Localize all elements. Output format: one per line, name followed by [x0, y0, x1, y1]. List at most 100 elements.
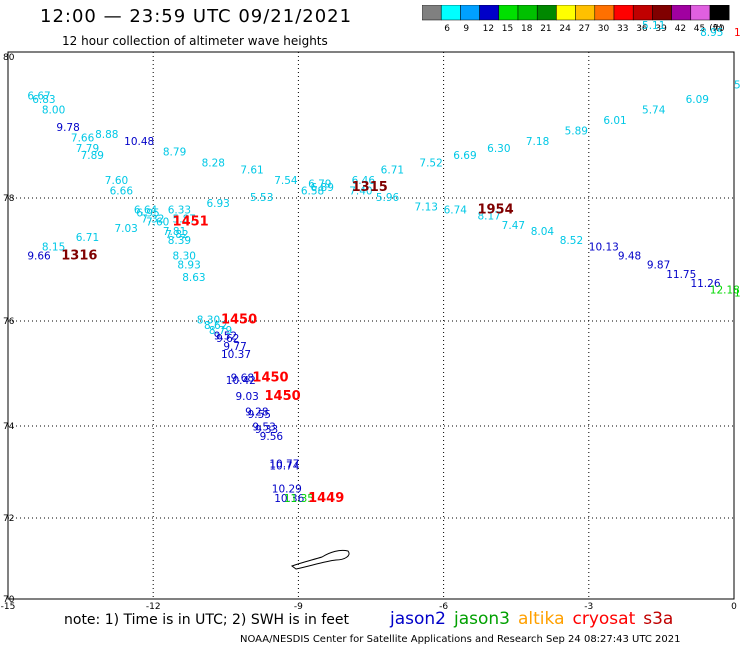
colorbar-tick-label: 15: [502, 24, 513, 34]
wave-height-label: 6.46: [352, 175, 376, 187]
colorbar-tick-label: 9: [463, 24, 469, 34]
wave-height-label: 10.74: [269, 461, 299, 473]
wave-height-label: 6.30: [487, 143, 510, 155]
wave-height-label: 9.78: [56, 122, 79, 134]
wave-height-label: 11.35: [284, 493, 314, 505]
wave-height-label: 6.71: [76, 232, 99, 244]
wave-height-label: 9.87: [647, 260, 670, 272]
wave-height-label: 6.89: [311, 182, 334, 194]
wave-height-label: 10.36: [274, 493, 304, 505]
colorbar-swatch: [632, 5, 653, 21]
colorbar-tick-label: 18: [521, 24, 533, 34]
colorbar-swatch: [479, 5, 500, 21]
wave-height-label: 8.88: [95, 129, 118, 141]
wave-height-label: 8.30: [197, 315, 220, 327]
wave-height-label: 7.61: [240, 164, 263, 176]
colorbar-tick-label: 70: [713, 24, 725, 34]
wave-height-label: 6.74: [444, 204, 468, 216]
wave-height-label: 12: [734, 287, 740, 299]
wave-height-label: 10.29: [272, 484, 302, 496]
pass-time-label: 1954: [477, 202, 513, 217]
wave-height-label: 5: [734, 80, 740, 92]
wave-height-label: 5.87: [173, 214, 196, 226]
y-tick-label: 76: [3, 317, 15, 327]
colorbar-tick-label: 24: [559, 24, 571, 34]
wave-height-label: 11.26: [690, 278, 720, 290]
colorbar-swatch: [709, 5, 730, 21]
satellite-legend: jason2 jason3 altika cryosat s3a: [390, 609, 681, 629]
wave-height-label: 7.03: [114, 223, 137, 235]
colorbar-tick-label: 21: [540, 24, 551, 34]
pass-time-label: 1451: [173, 215, 209, 230]
wave-height-label: 9.66: [27, 251, 51, 263]
wave-height-label: 9.03: [235, 391, 258, 403]
wave-height-label: 7.40: [349, 185, 372, 197]
jan-mayen-island-outline: [290, 549, 350, 570]
x-tick-label: -15: [1, 602, 16, 612]
wave-height-label: 6.58: [301, 185, 324, 197]
wave-height-label: 7.60: [105, 175, 128, 187]
wave-height-label: 7.47: [502, 220, 525, 232]
colorbar-swatch: [690, 5, 711, 21]
colorbar-swatch: [556, 5, 576, 21]
wave-height-label: 6.79: [308, 178, 331, 190]
colorbar-swatch: [460, 5, 480, 21]
wave-height-label: 9.33: [255, 424, 278, 436]
pass-time-label: 1450: [252, 370, 288, 385]
pass-time-label: 1450: [265, 389, 301, 404]
x-tick-label: -12: [146, 602, 161, 612]
wave-height-label: 7.18: [526, 136, 549, 148]
x-tick-label: 0: [731, 602, 737, 612]
satellite-legend-item: jason3: [454, 609, 510, 629]
wave-height-label: 8.63: [182, 272, 205, 284]
wave-height-labels: 6.676.838.00 9.78 8.887.66 10.48 7.79 8.79 7.8…: [27, 20, 740, 505]
wave-height-label: 5.53: [250, 192, 273, 204]
wave-height-label: 8.04: [531, 226, 555, 238]
wave-height-label: 6.69: [453, 150, 476, 162]
colorbar-swatch: [536, 5, 557, 21]
map-subtitle: 12 hour collection of altimeter wave hei…: [62, 34, 328, 48]
wave-height-label: 6.66: [110, 185, 134, 197]
satellite-legend-item: cryosat: [572, 609, 636, 629]
wave-height-label: 9.53: [252, 422, 275, 434]
wave-height-label: 7.89: [81, 150, 104, 162]
wave-height-label: 8.30: [173, 251, 196, 263]
colorbar-tick-label: 36: [636, 24, 648, 34]
colorbar-swatch: [671, 5, 692, 21]
colorbar-swatch: [440, 5, 461, 21]
pass-time-label: 1450: [221, 313, 257, 328]
wave-height-label: 5.89: [565, 126, 588, 138]
wave-height-label: 8.00: [42, 104, 65, 116]
wave-height-label: 8.15: [42, 241, 65, 253]
footer-credit: NOAA/NESDIS Center for Satellite Applica…: [240, 634, 681, 645]
y-tick-label: 70: [3, 595, 15, 605]
wave-height-label: 8.79: [163, 147, 186, 159]
satellite-legend-item: s3a: [643, 609, 674, 629]
colorbar-tick-label: 30: [598, 24, 610, 34]
wave-height-label: 9.55: [248, 409, 271, 421]
wave-height-label: 12.18: [710, 284, 740, 296]
y-tick-label: 74: [3, 422, 15, 432]
footer-note: note: 1) Time is in UTC; 2) SWH is in fe…: [64, 612, 350, 628]
wave-height-label: 7.60: [146, 217, 169, 229]
pass-time-label: 1315: [352, 180, 388, 195]
wave-height-label: 5.74: [642, 104, 666, 116]
wave-height-label: 8.17: [477, 211, 500, 223]
x-tick-label: -9: [294, 602, 303, 612]
colorbar-tick-label: 39: [655, 24, 667, 34]
wave-height-label: 10.42: [226, 375, 256, 387]
wave-height-label: 8.52: [560, 235, 583, 247]
wave-height-label: 9.56: [260, 431, 284, 443]
y-tick-label: 72: [3, 514, 14, 524]
wave-height-label: 7.32: [141, 214, 164, 226]
wave-height-label: 10.37: [221, 349, 251, 361]
colorbar-swatch: [652, 5, 672, 21]
wave-height-label: 6.71: [381, 164, 404, 176]
wave-height-label: 6.93: [206, 198, 229, 210]
pass-time-label: 1316: [61, 249, 97, 264]
wave-height-label: 8.62: [204, 320, 227, 332]
wave-height-label: 7.82: [165, 229, 188, 241]
colorbar-swatch: [498, 5, 519, 21]
